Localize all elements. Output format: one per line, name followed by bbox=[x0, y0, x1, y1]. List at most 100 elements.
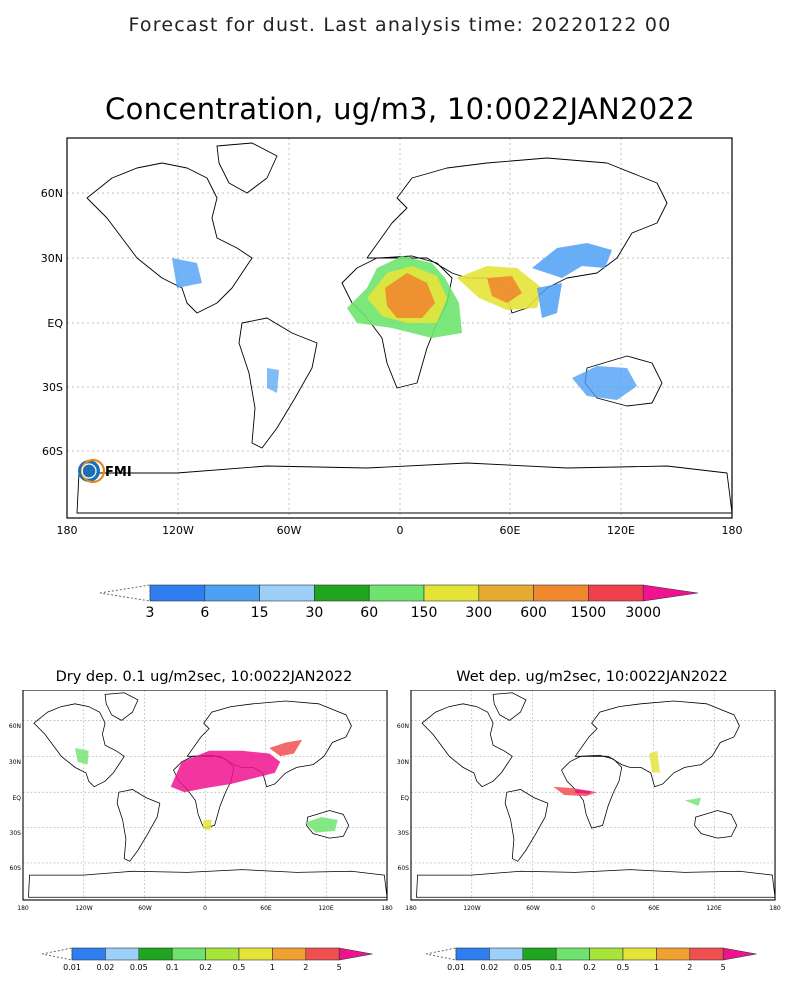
svg-text:60N: 60N bbox=[41, 187, 63, 200]
colorbar-label: 1500 bbox=[571, 605, 607, 621]
wet-longitude-labels: 180 120W 60W 0 60E 120E 180 bbox=[405, 905, 781, 912]
colorbar-label: 1 bbox=[654, 963, 659, 972]
svg-text:120E: 120E bbox=[706, 905, 721, 912]
svg-text:30N: 30N bbox=[397, 759, 409, 766]
fmi-logo-text: FMI bbox=[105, 465, 132, 480]
colorbar-label: 0.05 bbox=[514, 963, 532, 972]
colorbar-label: 0.01 bbox=[447, 963, 465, 972]
colorbar-swatch bbox=[138, 947, 173, 961]
colorbar-label: 0.2 bbox=[583, 963, 596, 972]
colorbar-swatch bbox=[423, 584, 480, 602]
dry-deposition-overlay bbox=[75, 739, 338, 833]
colorbar-swatch bbox=[205, 947, 240, 961]
svg-text:60S: 60S bbox=[398, 865, 410, 872]
colorbar-swatch bbox=[314, 584, 370, 602]
colorbar-swatch bbox=[455, 947, 490, 961]
dry-latitude-labels: 60N 30N EQ 30S 60S bbox=[9, 723, 21, 872]
colorbar-swatch bbox=[171, 947, 206, 961]
colorbar-swatch bbox=[642, 584, 699, 602]
colorbar-label: 15 bbox=[251, 605, 269, 621]
svg-text:60W: 60W bbox=[277, 524, 302, 537]
colorbar-label: 0.1 bbox=[166, 963, 179, 972]
svg-text:0: 0 bbox=[591, 905, 595, 912]
wet-deposition-title: Wet dep. ug/m2sec, 10:0022JAN2022 bbox=[456, 669, 728, 685]
longitude-labels: 180 120W 60W 0 60E 120E 180 bbox=[57, 524, 743, 537]
wet-deposition-map[interactable]: 60N 30N EQ 30S 60S 180 120W 60W 0 60E 12… bbox=[388, 690, 800, 915]
colorbar-label: 0.1 bbox=[550, 963, 563, 972]
svg-text:60E: 60E bbox=[648, 905, 660, 912]
colorbar-swatch bbox=[149, 584, 206, 602]
colorbar-label: 5 bbox=[337, 963, 342, 972]
svg-text:0: 0 bbox=[203, 905, 207, 912]
colorbar-label: 60 bbox=[360, 605, 378, 621]
colorbar-swatch bbox=[71, 947, 106, 961]
fmi-logo: FMI bbox=[78, 458, 132, 484]
colorbar-label: 0.02 bbox=[96, 963, 114, 972]
colorbar-swatch bbox=[238, 947, 273, 961]
colorbar-swatch bbox=[478, 584, 534, 602]
svg-text:60E: 60E bbox=[500, 524, 521, 537]
colorbar-label: 0.01 bbox=[63, 963, 81, 972]
svg-text:120E: 120E bbox=[607, 524, 635, 537]
colorbar-swatch bbox=[338, 947, 373, 961]
svg-text:EQ: EQ bbox=[400, 795, 409, 802]
concentration-map[interactable]: FMI 60N 30N EQ 30S 60S 180 120W 60W 0 60… bbox=[0, 130, 800, 540]
colorbar-label: 300 bbox=[465, 605, 492, 621]
latitude-labels: 60N 30N EQ 30S 60S bbox=[41, 187, 64, 458]
colorbar-swatch bbox=[489, 947, 524, 961]
concentration-map-title: Concentration, ug/m3, 10:0022JAN2022 bbox=[105, 92, 695, 126]
svg-text:120W: 120W bbox=[162, 524, 194, 537]
svg-text:30N: 30N bbox=[41, 252, 63, 265]
svg-text:0: 0 bbox=[397, 524, 404, 537]
colorbar-swatch bbox=[656, 947, 691, 961]
colorbar-swatch bbox=[522, 947, 557, 961]
colorbar-swatch bbox=[259, 584, 315, 602]
colorbar-label: 600 bbox=[520, 605, 547, 621]
svg-text:60E: 60E bbox=[260, 905, 272, 912]
svg-text:120W: 120W bbox=[75, 905, 92, 912]
svg-text:120W: 120W bbox=[463, 905, 480, 912]
colorbar-swatch bbox=[622, 947, 657, 961]
dry-deposition-map[interactable]: 60N 30N EQ 30S 60S 180 120W 60W 0 60E 12… bbox=[0, 690, 400, 915]
colorbar-label: 2 bbox=[687, 963, 692, 972]
colorbar-swatch bbox=[689, 947, 724, 961]
colorbar-label: 3000 bbox=[625, 605, 661, 621]
colorbar-swatch bbox=[555, 947, 590, 961]
colorbar-label: 5 bbox=[721, 963, 726, 972]
wet-deposition-overlay bbox=[553, 750, 702, 807]
colorbar-swatch bbox=[588, 584, 644, 602]
colorbar-swatch bbox=[589, 947, 624, 961]
svg-text:120E: 120E bbox=[318, 905, 333, 912]
dry-deposition-title: Dry dep. 0.1 ug/m2sec, 10:0022JAN2022 bbox=[55, 669, 353, 685]
svg-text:EQ: EQ bbox=[47, 317, 63, 330]
wet-latitude-labels: 60N 30N EQ 30S 60S bbox=[397, 723, 409, 872]
dry-deposition-colorbar: 0.01 0.02 0.05 0.1 0.2 0.5 1 2 5 bbox=[41, 947, 373, 972]
colorbar-label: 0.02 bbox=[480, 963, 498, 972]
colorbar-label: 150 bbox=[411, 605, 438, 621]
svg-text:30S: 30S bbox=[398, 830, 410, 837]
svg-text:30S: 30S bbox=[42, 381, 63, 394]
svg-text:30S: 30S bbox=[10, 830, 22, 837]
colorbar-swatch bbox=[533, 584, 589, 602]
colorbar-label: 0.2 bbox=[199, 963, 212, 972]
svg-text:180: 180 bbox=[57, 524, 78, 537]
concentration-colorbar: 3 6 15 30 60 150 300 600 1500 3000 bbox=[99, 584, 699, 621]
svg-text:180: 180 bbox=[769, 905, 781, 912]
svg-text:60N: 60N bbox=[9, 723, 21, 730]
colorbar-swatch bbox=[368, 584, 425, 602]
svg-text:180: 180 bbox=[17, 905, 29, 912]
svg-text:60W: 60W bbox=[526, 905, 540, 912]
colorbar-swatch bbox=[105, 947, 140, 961]
wet-deposition-colorbar: 0.01 0.02 0.05 0.1 0.2 0.5 1 2 5 bbox=[425, 947, 757, 972]
colorbar-swatch bbox=[204, 584, 260, 602]
colorbar-label: 6 bbox=[200, 605, 209, 621]
svg-text:30N: 30N bbox=[9, 759, 21, 766]
svg-text:60W: 60W bbox=[138, 905, 152, 912]
svg-text:60S: 60S bbox=[42, 445, 63, 458]
dry-longitude-labels: 180 120W 60W 0 60E 120E 180 bbox=[17, 905, 393, 912]
colorbar-label: 1 bbox=[270, 963, 275, 972]
colorbar-label: 30 bbox=[305, 605, 323, 621]
colorbar-label: 0.05 bbox=[130, 963, 148, 972]
svg-text:180: 180 bbox=[381, 905, 393, 912]
colorbar-label: 2 bbox=[303, 963, 308, 972]
